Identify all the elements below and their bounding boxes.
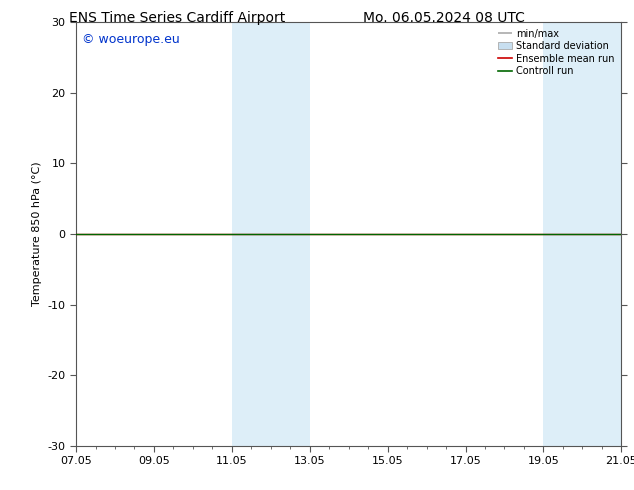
Bar	[232, 22, 310, 446]
Y-axis label: Temperature 850 hPa (°C): Temperature 850 hPa (°C)	[32, 162, 42, 306]
Text: ENS Time Series Cardiff Airport: ENS Time Series Cardiff Airport	[69, 11, 286, 25]
Bar	[543, 22, 621, 446]
Text: Mo. 06.05.2024 08 UTC: Mo. 06.05.2024 08 UTC	[363, 11, 525, 25]
Text: © woeurope.eu: © woeurope.eu	[82, 33, 179, 46]
Legend: min/max, Standard deviation, Ensemble mean run, Controll run: min/max, Standard deviation, Ensemble me…	[494, 25, 618, 80]
